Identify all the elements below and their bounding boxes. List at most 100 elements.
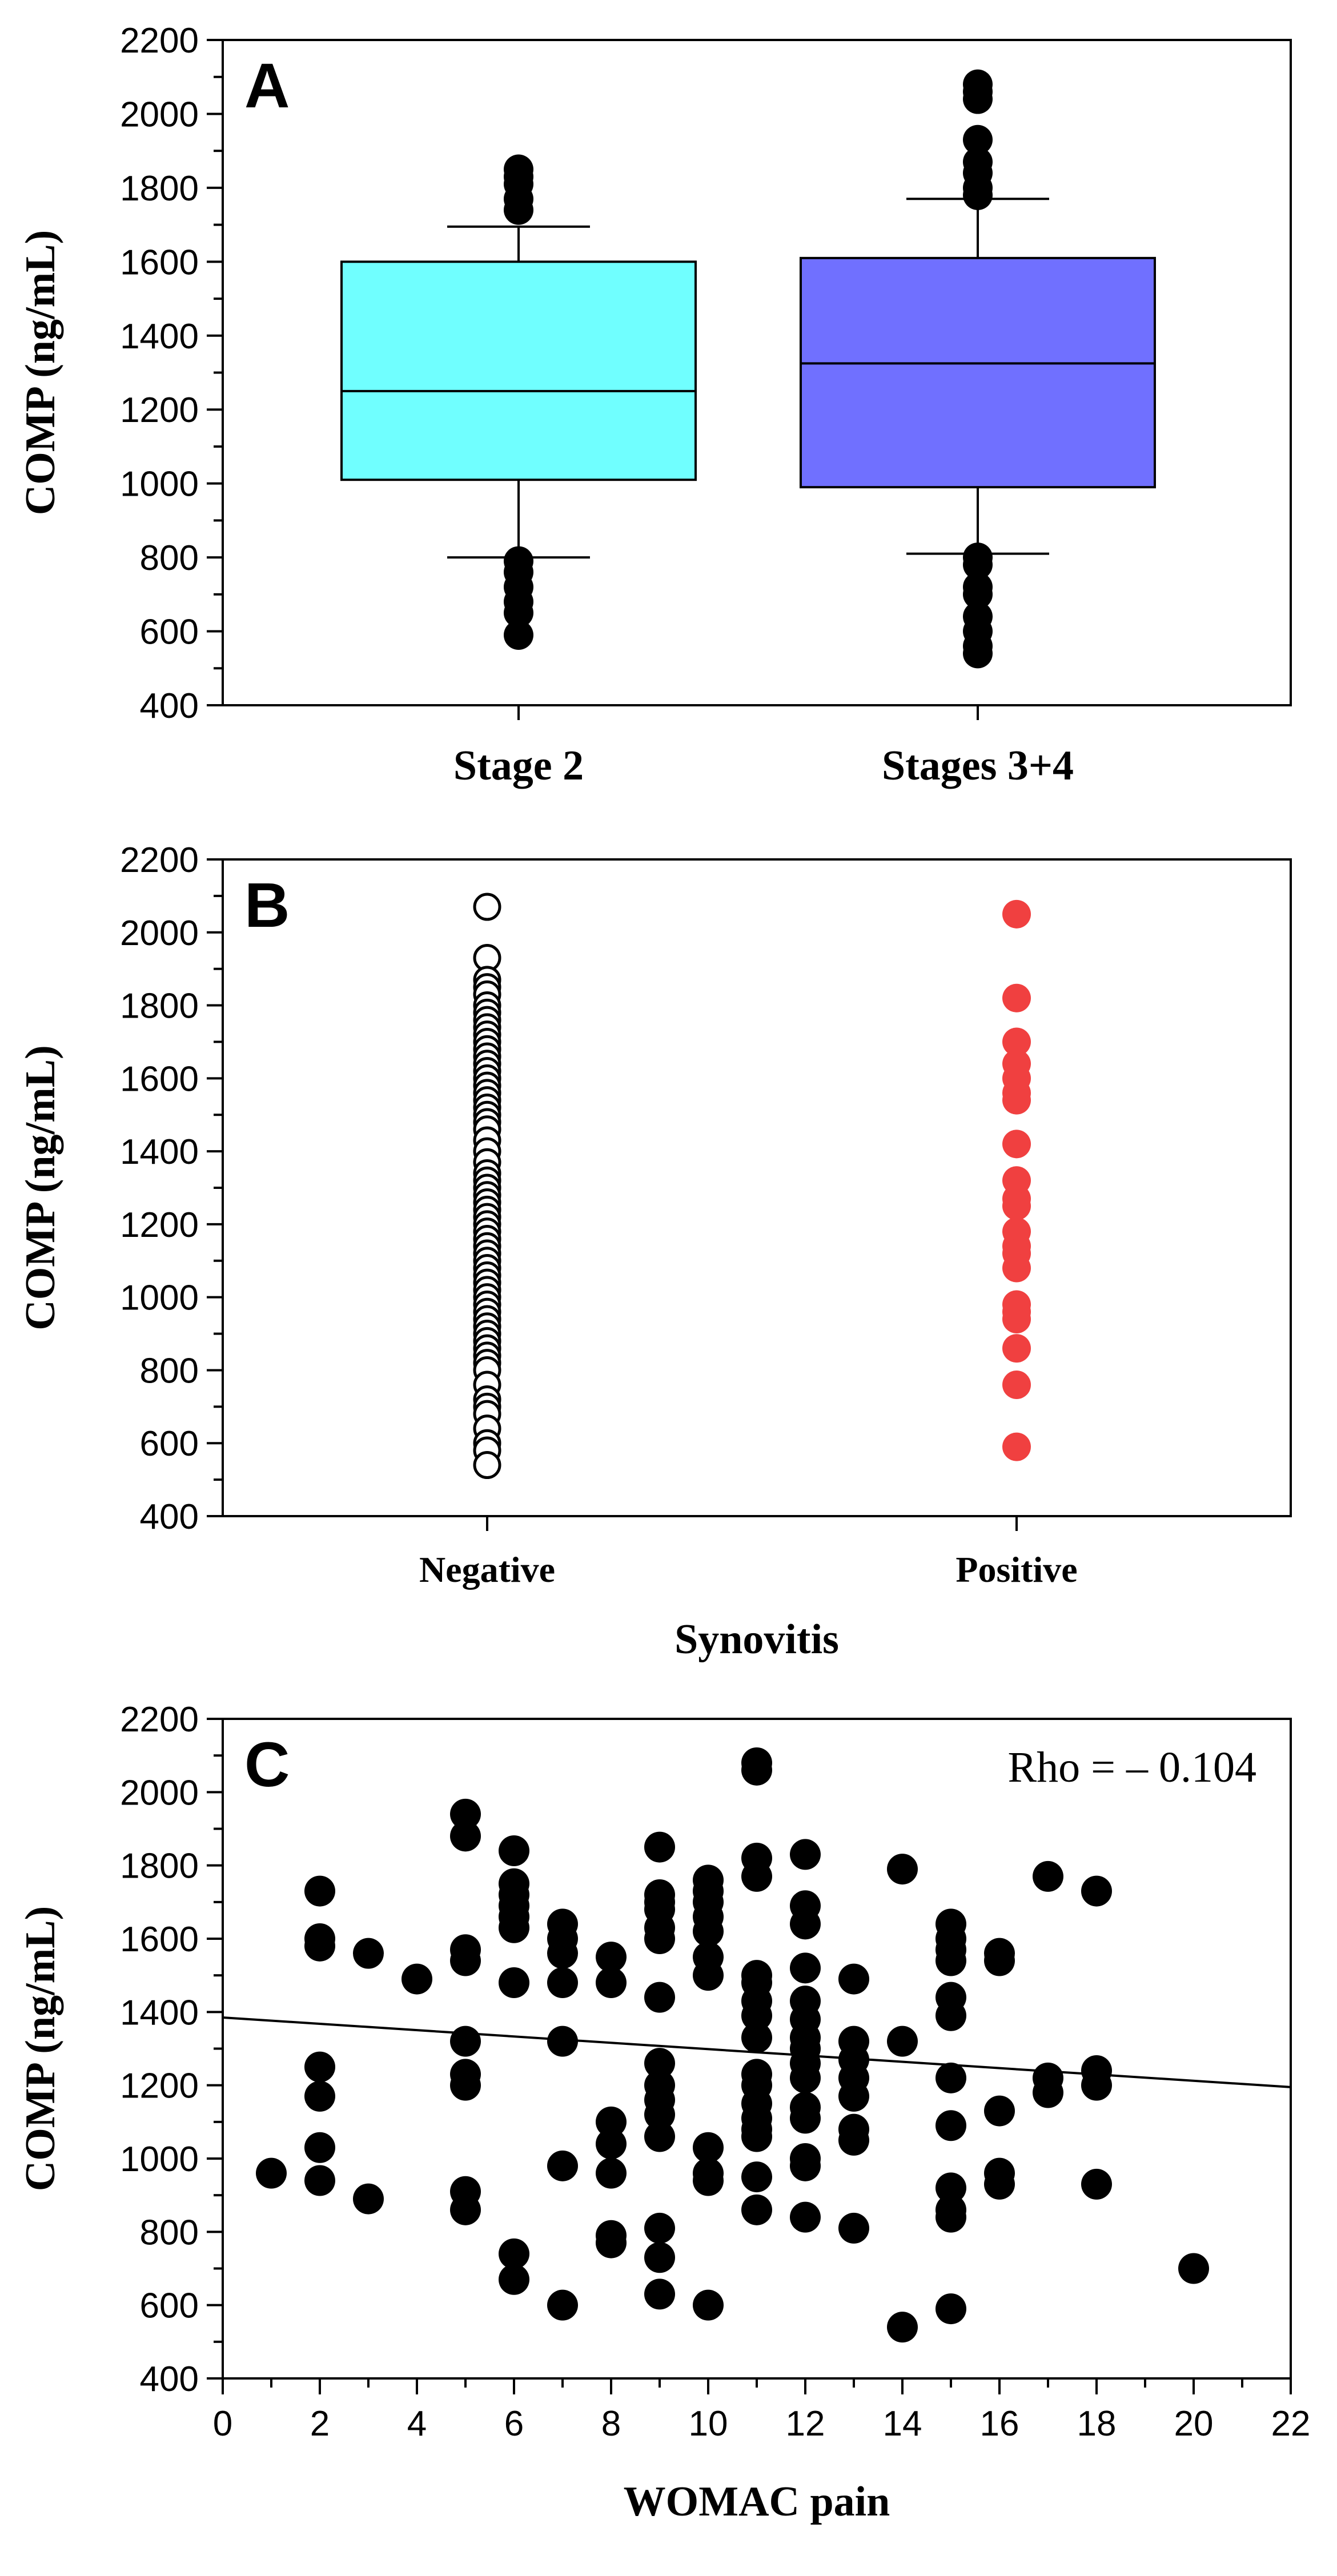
y-tick-label: 1400: [120, 317, 199, 356]
data-point: [984, 2168, 1015, 2200]
outlier-point: [504, 598, 533, 628]
outlier-point: [504, 620, 533, 650]
data-point: [644, 2278, 675, 2310]
y-tick-label: 2200: [120, 841, 199, 880]
x-axis-title: Synovitis: [674, 1616, 839, 1663]
data-point: [499, 2264, 529, 2295]
outlier-point: [963, 180, 993, 210]
data-point: [741, 2000, 772, 2031]
data-point: [644, 2121, 675, 2152]
x-category-label: Stage 2: [453, 742, 584, 789]
data-point: [790, 2201, 821, 2233]
panel-label: C: [244, 1730, 290, 1800]
y-tick-label: 1600: [120, 243, 199, 282]
data-point: [693, 2132, 724, 2163]
data-point: [596, 2227, 627, 2258]
panel-a: 400 600 800 1000 1200 1400 1600 1800 2000 2200 COM…: [17, 21, 1292, 789]
y-tick-label: 2200: [120, 1700, 199, 1739]
data-point: [838, 2212, 869, 2244]
positive-point: [1002, 1086, 1031, 1115]
data-point: [936, 2172, 966, 2204]
y-tick-label: 2000: [120, 914, 199, 953]
y-tick-label: 400: [140, 2360, 199, 2399]
data-point: [450, 1798, 481, 1830]
data-point: [790, 1839, 821, 1870]
x-tick-label: 18: [1077, 2404, 1117, 2444]
data-point: [936, 2000, 966, 2031]
y-tick-label: 600: [140, 1424, 199, 1464]
data-point: [838, 2124, 869, 2156]
data-point: [304, 1930, 335, 1962]
positive-point: [1002, 1027, 1031, 1056]
data-point: [596, 1942, 627, 1973]
data-point: [1033, 1860, 1063, 1892]
y-tick-label: 600: [140, 2286, 199, 2326]
data-point: [741, 2022, 772, 2053]
data-point: [304, 2080, 335, 2112]
outlier-point: [963, 84, 993, 114]
rho-annotation: Rho = – 0.104: [1007, 1743, 1256, 1791]
data-point: [693, 1916, 724, 1947]
data-point: [499, 2238, 529, 2269]
outlier-point: [963, 638, 993, 669]
y-tick-label: 1000: [120, 1279, 199, 1318]
data-point: [304, 1875, 335, 1907]
data-point: [450, 1821, 481, 1852]
positive-point: [1002, 1130, 1031, 1159]
y-tick-label: 800: [140, 538, 199, 578]
x-tick-label: 20: [1174, 2404, 1214, 2444]
data-point: [450, 2194, 481, 2225]
y-tick-label: 1800: [120, 1847, 199, 1886]
y-tick-label: 1800: [120, 169, 199, 208]
data-point: [450, 2069, 481, 2101]
outlier-point: [963, 550, 993, 580]
data-point: [887, 1854, 918, 1885]
x-tick-label: 6: [504, 2404, 524, 2444]
data-point: [693, 1960, 724, 1991]
y-tick-label: 400: [140, 686, 199, 726]
x-tick-label: 10: [689, 2404, 728, 2444]
y-axis-title: COMP (ng/mL): [17, 230, 64, 515]
data-point: [644, 1923, 675, 1954]
y-tick-label: 1200: [120, 1205, 199, 1245]
data-point: [741, 2121, 772, 2152]
x-tick-label: 4: [407, 2404, 427, 2444]
y-tick-label: 2000: [120, 1773, 199, 1813]
data-point: [547, 1967, 578, 1998]
data-point: [790, 2150, 821, 2181]
data-point: [741, 1754, 772, 1786]
x-tick-label: 2: [310, 2404, 330, 2444]
data-point: [1081, 1875, 1112, 1907]
data-point: [596, 2128, 627, 2160]
data-point: [353, 1938, 384, 1969]
data-point: [547, 1938, 578, 1969]
data-point: [644, 1831, 675, 1863]
data-point: [693, 2165, 724, 2196]
data-point: [936, 2062, 966, 2093]
positive-point: [1002, 1253, 1031, 1283]
positive-point: [1002, 1191, 1031, 1220]
data-point: [984, 1945, 1015, 1976]
data-point: [499, 1835, 529, 1866]
data-point: [644, 2242, 675, 2273]
data-point: [790, 2062, 821, 2093]
data-point: [741, 1860, 772, 1892]
data-point: [499, 1967, 529, 1998]
data-point: [596, 2106, 627, 2137]
y-tick-label: 1600: [120, 1920, 199, 1959]
data-point: [304, 2132, 335, 2163]
data-point: [1081, 2069, 1112, 2101]
y-tick-label: 600: [140, 613, 199, 652]
outlier-point: [963, 579, 993, 609]
y-tick-label: 1200: [120, 391, 199, 430]
data-point: [741, 2194, 772, 2225]
data-point: [644, 1982, 675, 2013]
x-tick-label: 8: [601, 2404, 621, 2444]
panel-b: 400 600 800 1000 1200 1400 1600 1800 2000 2200 COM…: [17, 841, 1292, 1663]
y-tick-label: 1600: [120, 1059, 199, 1099]
data-point: [353, 2183, 384, 2215]
plot-frame: [222, 858, 1292, 1517]
data-point: [936, 2293, 966, 2325]
y-tick-label: 1800: [120, 987, 199, 1026]
